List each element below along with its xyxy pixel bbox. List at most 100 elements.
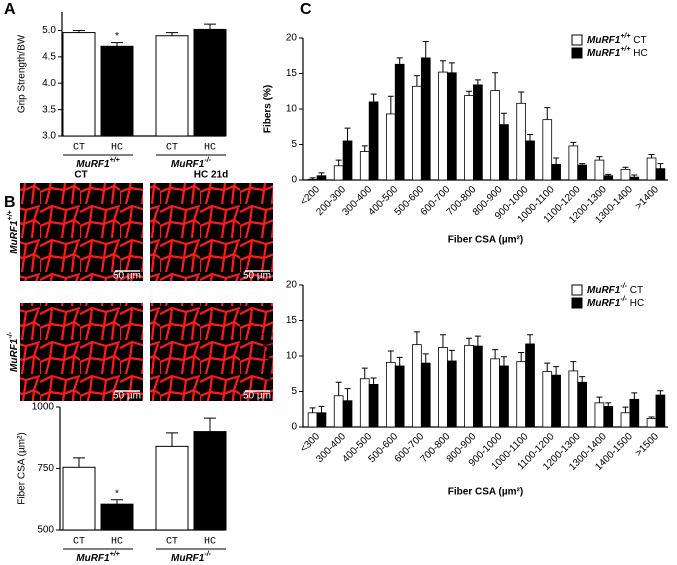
y-tick-label: 3.5 [42, 104, 56, 115]
label-sup: -/- [204, 157, 211, 164]
bar [629, 176, 640, 181]
x-tick-label: CT [166, 537, 178, 548]
bar [62, 32, 96, 137]
bar [525, 140, 535, 181]
y-axis-label: Fibers (%) [263, 332, 274, 380]
bar [385, 113, 396, 181]
error-bar [387, 350, 394, 363]
label: MuRF1+/+ [7, 210, 20, 253]
bar [568, 145, 579, 181]
error-bar [413, 331, 420, 345]
panel-label: B [4, 194, 16, 211]
bar [594, 402, 605, 428]
error-bar [544, 107, 551, 120]
error-bar [605, 402, 612, 407]
label: MuRF1-/- [171, 551, 212, 564]
error-bar [570, 361, 577, 371]
error-bar [422, 41, 429, 58]
bar [516, 102, 527, 181]
x-tick-label: >1400 [633, 184, 661, 212]
error-bar [622, 406, 629, 413]
bar [155, 445, 189, 531]
error-bar [396, 356, 403, 366]
y-tick-label: 750 [37, 463, 54, 474]
error-bar [439, 60, 446, 73]
label: MuRF1+/+ CT [587, 33, 647, 46]
error-bar [422, 353, 429, 364]
bar [446, 72, 457, 181]
bar [542, 119, 553, 181]
bar [368, 101, 379, 181]
micrograph [150, 183, 273, 281]
label: MuRF1-/- CT [587, 283, 643, 296]
label-after: CT [627, 285, 643, 296]
bar [620, 168, 631, 181]
bar [420, 362, 431, 428]
y-tick-label: 10 [286, 104, 298, 115]
bar [594, 159, 605, 181]
x-axis-label: Fiber CSA (µm²) [448, 235, 523, 246]
bar [438, 71, 448, 181]
x-tick-label: HC [111, 143, 123, 154]
x-tick-label: HC [204, 143, 216, 154]
y-tick-label: 500 [37, 525, 54, 536]
error-bar [73, 457, 85, 468]
significance: * [115, 488, 119, 499]
y-tick-label: 0 [291, 422, 297, 433]
significance: * [115, 31, 119, 42]
scale-label: 50 µm [113, 391, 141, 402]
y-tick-label: 20 [286, 280, 298, 291]
label-text: MuRF1 [76, 159, 110, 170]
error-bar [466, 337, 473, 346]
error-bar [657, 163, 664, 169]
bar [490, 358, 500, 428]
legend-swatch [571, 47, 583, 59]
panel-label: A [4, 1, 16, 18]
error-bar [570, 141, 577, 146]
label-after: HC [627, 298, 644, 309]
scale-label: 50 µm [243, 391, 271, 402]
bar [193, 28, 227, 137]
micrographs [20, 183, 273, 401]
error-bar [413, 75, 420, 87]
label-after: CT [630, 35, 646, 46]
bar [464, 344, 474, 428]
bar [629, 398, 640, 428]
y-tick-label: 5.0 [42, 25, 56, 36]
label: MuRF1+/+ [76, 157, 119, 170]
error-bar [474, 335, 481, 347]
error-bar [518, 351, 525, 362]
error-bar [309, 407, 316, 413]
bar [603, 175, 614, 181]
error-bar [466, 90, 473, 96]
bar [438, 347, 448, 428]
error-bar [527, 334, 534, 344]
bar [385, 361, 396, 428]
x-tick-label: <200 [298, 184, 322, 208]
bar [394, 365, 405, 428]
error-bar [500, 112, 507, 125]
error-bar [492, 349, 499, 359]
bar [464, 95, 474, 181]
y-tick-label: 0 [291, 175, 297, 186]
bar [551, 163, 561, 181]
y-tick-label: 15 [286, 315, 298, 326]
error-bar [439, 334, 446, 348]
error-bar [318, 172, 325, 176]
micrograph [150, 303, 273, 401]
error-bar [579, 376, 586, 383]
y-tick-label: 4.5 [42, 51, 56, 62]
error-bar [553, 366, 560, 376]
bar [193, 431, 227, 531]
scale-label: 50 µm [243, 271, 271, 282]
bar [359, 378, 370, 428]
label-sup: +/+ [620, 46, 630, 53]
error-bar [657, 390, 664, 396]
bar [551, 374, 561, 428]
label: MuRF1-/- HC [587, 296, 644, 309]
panel-label: C [300, 1, 312, 18]
x-tick-label: CT [166, 143, 178, 154]
y-tick-label: 4.0 [42, 78, 56, 89]
error-bar [396, 57, 403, 65]
bar [342, 400, 353, 428]
